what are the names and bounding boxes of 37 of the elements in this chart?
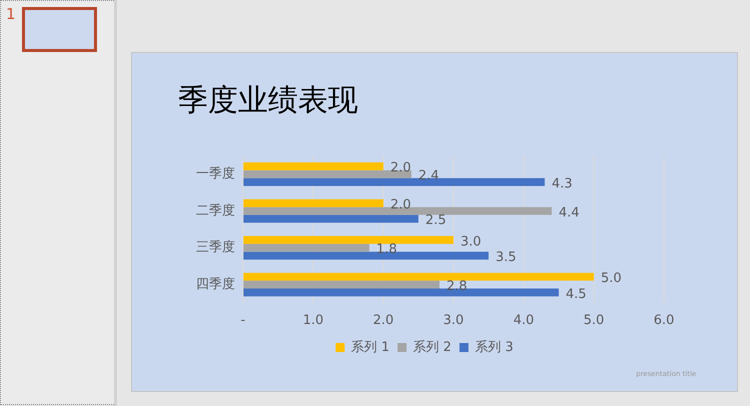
y-tick-label: 四季度 — [196, 276, 235, 292]
x-tick-label: 3.0 — [443, 313, 464, 328]
bar — [244, 214, 418, 223]
y-tick-label: 一季度 — [196, 166, 235, 182]
bar — [244, 288, 559, 296]
legend-label: 系列 3 — [474, 340, 514, 355]
text: 1 — [6, 5, 16, 23]
bar — [244, 207, 552, 215]
data-label: 4.5 — [566, 286, 586, 302]
x-tick-label: 2.0 — [372, 313, 394, 328]
bar — [244, 178, 545, 186]
y-tick-label: 二季度 — [196, 202, 235, 218]
x-tick-label: 4.0 — [513, 313, 534, 328]
bar — [244, 272, 594, 281]
x-tick-label: 6.0 — [654, 313, 674, 328]
bar — [244, 162, 384, 170]
bar — [244, 236, 454, 244]
chart-title: 季度业绩表现 — [178, 82, 358, 120]
bar — [244, 244, 370, 252]
x-tick-label: 5.0 — [583, 313, 604, 328]
bar — [244, 252, 489, 260]
bar — [244, 199, 384, 208]
x-tick-label: - — [240, 313, 246, 328]
y-tick-label: 三季度 — [196, 239, 235, 256]
data-label: 2.5 — [425, 213, 446, 228]
data-label: 3.0 — [460, 234, 482, 250]
data-label: 4.3 — [552, 176, 572, 192]
x-tick-label: 1.0 — [302, 313, 324, 328]
legend-label: 系列 1 — [351, 340, 390, 355]
data-label: 4.4 — [558, 205, 580, 220]
data-label: 5.0 — [600, 271, 622, 286]
data-label: 3.5 — [496, 250, 516, 266]
data-label: 2.0 — [390, 160, 412, 176]
legend-label: 系列 2 — [413, 340, 452, 355]
data-label: 2.0 — [390, 198, 412, 213]
bar — [244, 280, 440, 289]
bar — [244, 170, 412, 178]
